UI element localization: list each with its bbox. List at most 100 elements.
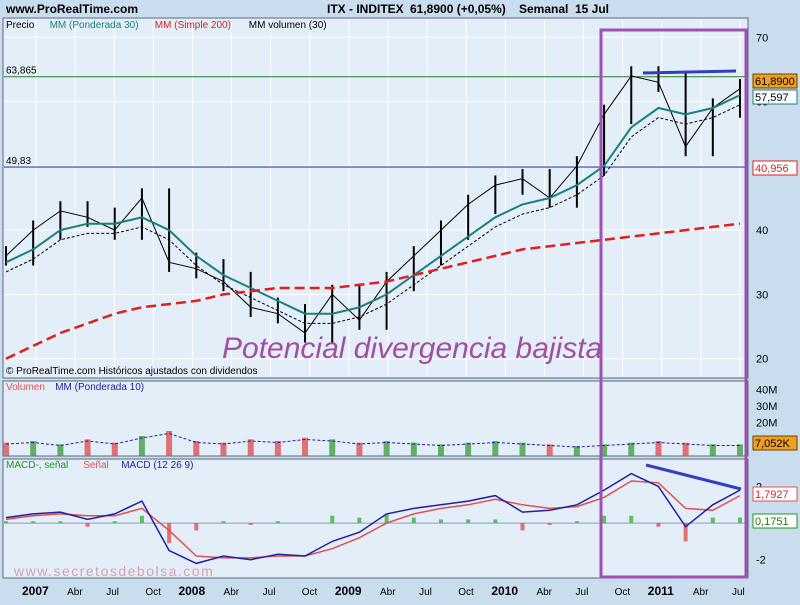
volume-bar [437, 444, 444, 456]
volume-bar [628, 442, 635, 456]
macd-legend: MACD-, señal Señal MACD (12 26 9) [6, 460, 193, 471]
level-label-1: 49,83 [6, 156, 31, 167]
macd-hist-bar [520, 523, 525, 531]
volume-bar [247, 439, 254, 456]
price-legend-item-2: MM (Simple 200) [155, 20, 231, 31]
x-tick-label-7: Oct [302, 587, 318, 598]
macd-hist-bar [438, 519, 443, 524]
sma-badge: 40,956 [755, 163, 789, 175]
volume-bar [3, 442, 9, 456]
volume-bar [84, 439, 91, 456]
copyright-note: © ProRealTime.com Históricos ajustados c… [6, 366, 258, 377]
volume-bar [220, 442, 227, 456]
x-tick-label-12: 2010 [491, 584, 518, 598]
sma-badge-bg [752, 160, 798, 176]
price-legend: Precio MM (Ponderada 30) MM (Simple 200) MM… [6, 20, 327, 31]
x-tick-label-4: 2008 [178, 584, 205, 598]
macd-hist-bar [4, 521, 8, 524]
divergence-annotation: Potencial divergencia bajista [222, 332, 602, 365]
volume-bar [410, 442, 417, 456]
volume-ma-line [5, 432, 740, 448]
price-y-tick-4: 30 [756, 289, 768, 301]
volume-bar [111, 442, 118, 456]
volume-y-tick-1: 30M [756, 401, 777, 413]
price-legend-item-1: MM (Ponderada 30) [50, 20, 139, 31]
macd-hist-bar [602, 515, 607, 524]
x-tick-label-5: Abr [224, 587, 240, 598]
volume-bar [383, 441, 390, 456]
volume-bar [138, 436, 145, 456]
wma-badge: 57,597 [755, 92, 789, 104]
volume-bar [655, 441, 662, 456]
volume-bar [193, 441, 200, 456]
macd-hist-bar [248, 523, 253, 525]
volume-bar [30, 441, 37, 456]
wma30-line [5, 94, 741, 315]
volume-legend-item-0: Volumen [6, 382, 45, 393]
x-tick-label-0: 2007 [22, 584, 49, 598]
x-tick-label-8: 2009 [335, 584, 362, 598]
macd-badge: 1,7927 [755, 489, 789, 501]
volume-y-axis: 40M 30M 20M [756, 384, 777, 429]
macd-hist-bar [656, 523, 661, 527]
volume-bar [546, 444, 553, 456]
macd-hist-bar [194, 523, 199, 531]
macd-hist-bar [683, 523, 688, 542]
volume-panel [2, 380, 749, 457]
macd-hist-bar [357, 517, 362, 524]
price-y-tick-5: 20 [756, 354, 768, 366]
sma200-line [5, 222, 741, 360]
macd-legend-item-1: Señal [83, 460, 109, 471]
macd-hist-bar [221, 521, 226, 524]
macd-hist-bar [85, 523, 90, 527]
macd-series [4, 472, 747, 565]
gridlines [4, 20, 747, 376]
date-label: 15 Jul [575, 2, 609, 16]
macd-hist-bar [275, 521, 280, 524]
macd-line [5, 472, 741, 565]
volume-bar [682, 442, 689, 456]
volume-bar [709, 444, 716, 456]
volume-bar [302, 437, 309, 456]
x-tick-label-1: Abr [67, 587, 83, 598]
macd-hist-bar [411, 517, 416, 524]
volume-badge-bg [752, 435, 798, 451]
x-tick-label-3: Oct [145, 587, 161, 598]
macd-hist-bar [547, 523, 552, 525]
macd-divergence-line [645, 463, 742, 491]
price-badge: 61,8900 [755, 76, 795, 88]
x-tick-label-2: Jul [106, 587, 119, 598]
macd-hist-bar [58, 521, 63, 524]
price-y-tick-3: 40 [756, 225, 768, 237]
period-label: Semanal [519, 2, 568, 16]
x-tick-label-18: Jul [732, 587, 745, 598]
price-badge-bg [752, 73, 798, 89]
x-axis: 2007 Abr Jul Oct 2008 Abr Jul Oct 2009 Abr Jul Oct 2… [22, 584, 745, 598]
macd-hist-bar [710, 517, 715, 524]
macd-legend-item-2: MACD (12 26 9) [121, 460, 193, 471]
macd-hist-bar [112, 521, 117, 524]
volume-bar [737, 444, 743, 456]
volume-series [3, 431, 743, 456]
price-legend-item-3: MM volumen (30) [249, 20, 327, 31]
price-series [5, 66, 741, 360]
macd-hist-bar [629, 515, 634, 524]
x-tick-label-15: Oct [615, 587, 631, 598]
x-tick-label-13: Abr [536, 587, 552, 598]
site-title[interactable]: www.ProRealTime.com [5, 2, 138, 16]
x-tick-label-9: Abr [380, 587, 396, 598]
price-divergence-line [642, 69, 737, 75]
macd-legend-item-0: MACD-, señal [6, 460, 68, 471]
volume-y-tick-2: 20M [756, 418, 777, 430]
volume-bar [573, 446, 580, 456]
watermark: www.secretosdebolsa.com [13, 563, 214, 579]
hist-badge: 0,1751 [755, 516, 789, 528]
macd-hist-bar [466, 519, 471, 524]
macd-hist-bar [330, 515, 335, 524]
macd-hist-bar [384, 513, 389, 524]
volume-legend: Volumen MM (Ponderada 10) [6, 382, 144, 393]
volume-bar [274, 441, 281, 456]
x-tick-label-11: Oct [458, 587, 474, 598]
volume-badge: 7,052K [755, 438, 791, 450]
